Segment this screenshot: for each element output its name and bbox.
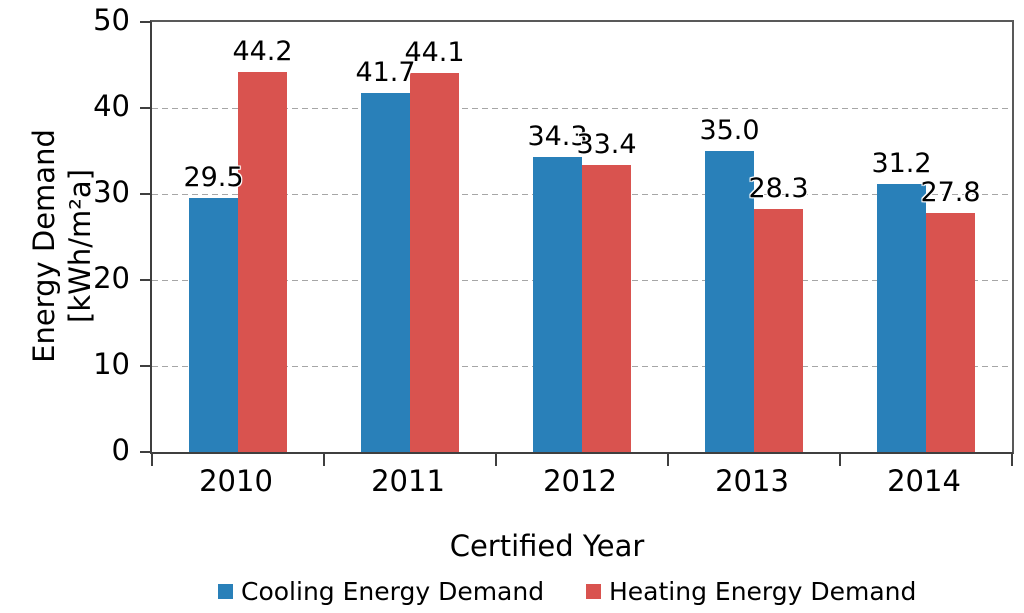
- value-label-heating-energy-demand-2013: 28.3: [748, 172, 809, 204]
- legend-swatch-cooling-energy-demand: [218, 583, 233, 599]
- y-axis-tick-0: [140, 451, 150, 453]
- x-tick-label-2013: 2013: [715, 464, 789, 498]
- x-tick-label-2011: 2011: [371, 464, 445, 498]
- x-axis-tick-0: [151, 452, 153, 466]
- bar-cooling-energy-demand-2011: [361, 93, 410, 452]
- x-axis-tick-3: [667, 452, 669, 466]
- legend-item-cooling-energy-demand: Cooling Energy Demand: [218, 576, 544, 606]
- legend-item-heating-energy-demand: Heating Energy Demand: [586, 576, 916, 606]
- value-label-cooling-energy-demand-2011: 41.7: [355, 57, 416, 89]
- value-label-heating-energy-demand-2011: 44.1: [404, 36, 465, 68]
- x-tick-label-2014: 2014: [887, 464, 961, 498]
- y-tick-label-20: 20: [93, 261, 130, 295]
- x-axis-tick-4: [839, 452, 841, 466]
- x-axis-title: Certified Year: [449, 529, 645, 563]
- y-tick-label-40: 40: [93, 89, 130, 123]
- value-label-cooling-energy-demand-2013: 35.0: [699, 115, 760, 146]
- y-axis-tick-10: [140, 365, 150, 367]
- y-axis-tick-30: [140, 193, 150, 195]
- bar-cooling-energy-demand-2013: [705, 151, 754, 452]
- legend-label-heating-energy-demand: Heating Energy Demand: [609, 576, 917, 606]
- bar-heating-energy-demand-2010: [238, 71, 287, 452]
- x-tick-label-2010: 2010: [199, 464, 273, 498]
- plot-area: 29.5 41.7 34.3 35.0 31.2 44.2 44.1 33.4 28.3 27.8: [140, 20, 1014, 466]
- gridline-y-40: [152, 107, 1012, 109]
- y-axis-tick-20: [140, 279, 150, 281]
- x-tick-label-2012: 2012: [543, 464, 617, 498]
- value-label-cooling-energy-demand-2010: 29.5: [183, 162, 244, 194]
- bar-heating-energy-demand-2011: [410, 72, 459, 452]
- bar-cooling-energy-demand-2010: [189, 198, 238, 452]
- y-tick-label-50: 50: [93, 3, 130, 37]
- y-axis-tick-40: [140, 107, 150, 109]
- value-label-cooling-energy-demand-2012: 34.3: [527, 121, 588, 153]
- legend-swatch-heating-energy-demand: [586, 583, 601, 599]
- y-tick-label-0: 0: [111, 433, 130, 467]
- y-tick-label-10: 10: [93, 347, 130, 381]
- bar-heating-energy-demand-2013: [754, 208, 803, 452]
- bar-heating-energy-demand-2012: [582, 164, 631, 452]
- value-label-cooling-energy-demand-2014: 31.2: [871, 147, 932, 179]
- y-tick-label-30: 30: [93, 175, 130, 209]
- value-label-heating-energy-demand-2014: 27.8: [920, 176, 981, 208]
- x-axis-tick-2: [495, 452, 497, 466]
- x-axis-tick-5: [1011, 452, 1013, 466]
- value-label-heating-energy-demand-2010: 44.2: [232, 35, 293, 67]
- bar-cooling-energy-demand-2012: [533, 157, 582, 452]
- bar-heating-energy-demand-2014: [926, 212, 975, 452]
- x-axis-tick-1: [323, 452, 325, 466]
- value-label-heating-energy-demand-2012: 33.4: [576, 128, 637, 160]
- bar-cooling-energy-demand-2014: [877, 183, 926, 452]
- legend-label-cooling-energy-demand: Cooling Energy Demand: [241, 576, 545, 606]
- y-axis-tick-50: [140, 21, 150, 23]
